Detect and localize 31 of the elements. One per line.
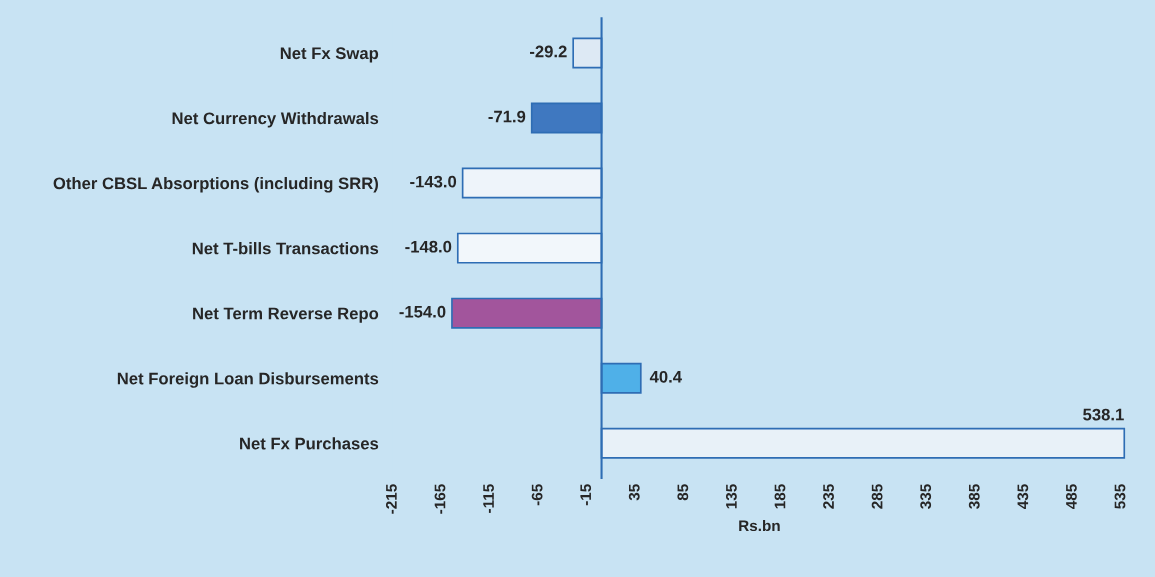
y-tick-label: Other CBSL Absorptions (including SRR) [53, 177, 378, 193]
x-tick-label: 85 [677, 484, 689, 501]
x-tick-label: -65 [531, 484, 543, 506]
data-label: -143.0 [410, 175, 457, 188]
x-tick-label: 285 [871, 484, 883, 509]
x-tick-label: 135 [725, 484, 737, 509]
y-tick-label: Net Foreign Loan Disbursements [117, 372, 379, 388]
x-tick-label: -165 [434, 484, 446, 514]
x-tick-label: 235 [823, 484, 834, 509]
x-tick-label: 335 [920, 484, 932, 509]
x-tick-label: 185 [774, 484, 786, 509]
x-tick-label: -15 [580, 484, 592, 506]
y-tick-label: Net Fx Purchases [240, 437, 379, 450]
y-tick-label: Net Term Reverse Repo [193, 307, 379, 323]
x-tick-label: -215 [385, 484, 397, 514]
x-tick-label: 485 [1065, 484, 1077, 510]
data-label: -154.0 [399, 305, 446, 318]
data-label: -29.2 [529, 45, 567, 58]
x-tick-label: 435 [1017, 484, 1029, 510]
data-label: -148.0 [405, 240, 452, 253]
y-tick-label: Net T-bills Transactions [192, 242, 379, 255]
y-tick-label: Net Fx Swap [280, 47, 379, 63]
x-tick-label: 535 [1114, 484, 1126, 509]
x-tick-label: 385 [968, 484, 980, 509]
data-label: 40.4 [649, 370, 682, 383]
y-tick-label: Net Currency Withdrawals [172, 111, 379, 128]
x-tick-label: 35 [628, 484, 640, 501]
data-label: 538.1 [1083, 408, 1124, 421]
x-tick-label: -115 [483, 484, 494, 513]
data-label: -71.9 [488, 110, 526, 123]
x-axis-title: Rs.bn [739, 519, 780, 532]
